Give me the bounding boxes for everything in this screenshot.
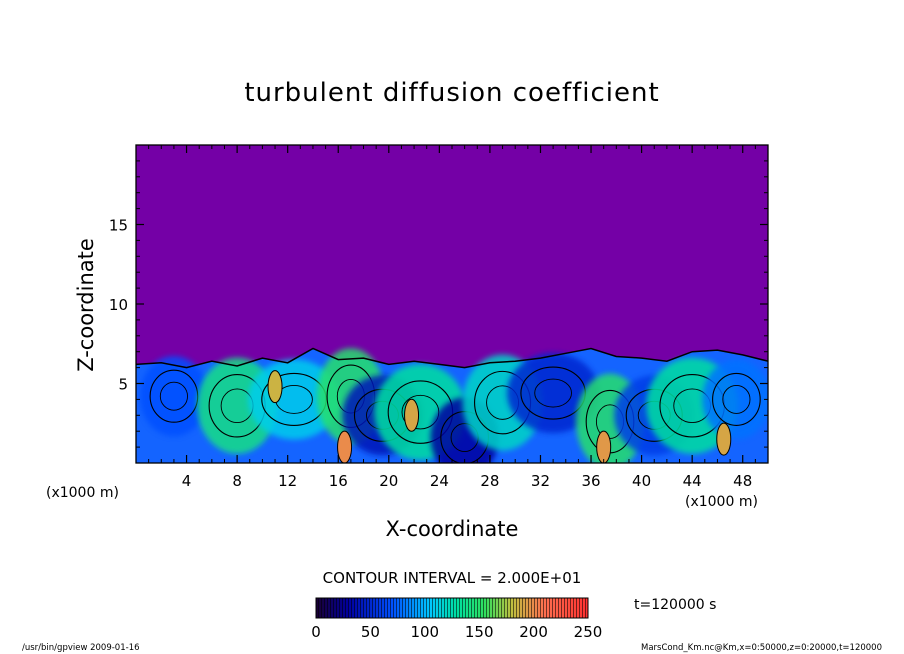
high-spot-1: [404, 398, 420, 432]
x-unit-left: (x1000 m): [46, 485, 119, 501]
x-tick-label: 36: [581, 472, 600, 490]
colorbar: 0 50 100 150 200 250: [311, 597, 602, 641]
eddy-0: [139, 356, 208, 437]
x-tick-label: 24: [430, 472, 449, 490]
x-tick-label: 20: [379, 472, 398, 490]
colorbar-stripes: [316, 598, 588, 618]
x-tick-label: 12: [278, 472, 297, 490]
high-spot-3: [596, 430, 612, 463]
footer-left: /usr/bin/gpview 2009-01-16: [22, 643, 140, 653]
x-unit-right: (x1000 m): [685, 494, 758, 510]
time-label: t=120000 s: [634, 597, 716, 613]
eddy-12: [702, 359, 768, 440]
x-axis-label: X-coordinate: [386, 517, 519, 541]
x-tick-label: 48: [733, 472, 752, 490]
high-spot-2: [267, 370, 283, 404]
colorbar-tick-label: 50: [361, 623, 380, 641]
x-axis-ticks: 4 8 12 16 20 24 28 32 36 40 44 48: [148, 145, 756, 490]
colorbar-tick-label: 0: [311, 623, 321, 641]
footer-right: MarsCond_Km.nc@Km,x=0:50000,z=0:20000,t=…: [641, 643, 882, 653]
x-tick-label: 44: [683, 472, 702, 490]
y-tick-label: 5: [118, 376, 128, 394]
colorbar-tick-label: 250: [574, 623, 603, 641]
colorbar-tick-label: 200: [519, 623, 548, 641]
y-axis-ticks: 5 10 15: [109, 160, 768, 448]
colorbar-tick-label: 150: [465, 623, 494, 641]
chart-title: turbulent diffusion coefficient: [244, 78, 659, 108]
high-spot-0: [337, 430, 353, 463]
x-tick-label: 4: [182, 472, 192, 490]
y-axis-label: Z-coordinate: [74, 238, 98, 372]
x-tick-label: 32: [531, 472, 550, 490]
high-spot-4: [716, 422, 732, 456]
boundary-layer-contour: [136, 347, 768, 369]
colorbar-tick-label: 100: [410, 623, 439, 641]
contour-interval-label: CONTOUR INTERVAL = 2.000E+01: [323, 569, 582, 587]
x-tick-label: 16: [329, 472, 348, 490]
x-tick-label: 40: [632, 472, 651, 490]
colorbar-frame: [315, 597, 589, 619]
eddy-features: [139, 348, 768, 463]
colorbar-ticks: 0 50 100 150 200 250: [311, 623, 602, 641]
y-tick-label: 10: [109, 296, 128, 314]
x-tick-label: 8: [232, 472, 242, 490]
y-tick-label: 15: [109, 217, 128, 235]
x-tick-label: 28: [480, 472, 499, 490]
